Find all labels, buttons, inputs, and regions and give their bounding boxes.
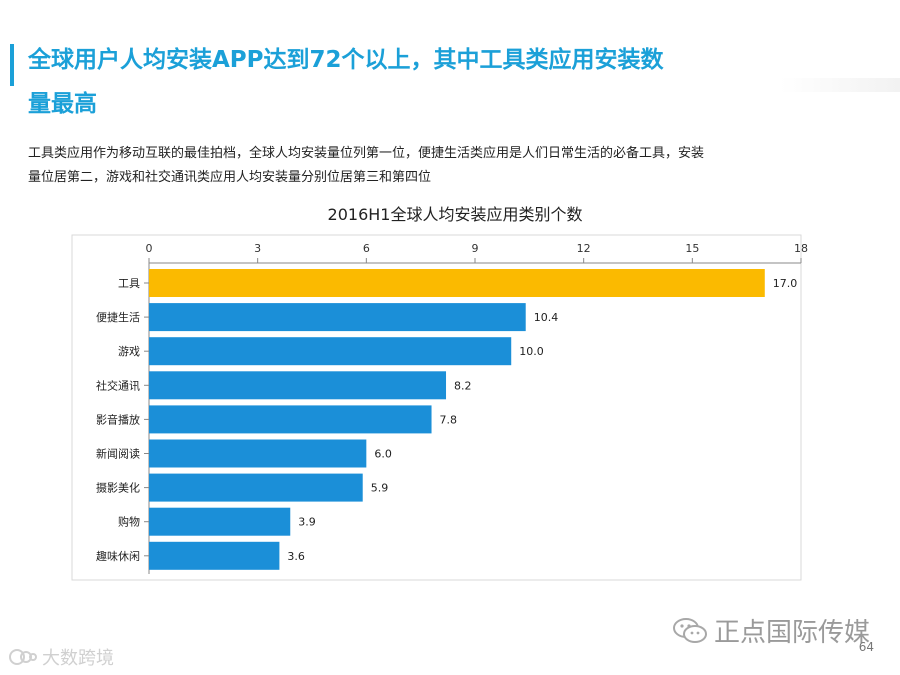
x-tick-label: 9 [472,242,479,255]
bar-chart: 2016H1全球人均安装应用类别个数 0 3 6 9 12 15 18 工具 17.0 便捷生活 10… [71,205,808,581]
bar [149,269,765,297]
bar [149,405,432,434]
category-label: 摄影美化 [96,481,140,495]
data-label: 10.4 [534,311,559,324]
data-label: 5.9 [371,482,389,495]
category-label: 购物 [118,515,140,529]
category-label: 游戏 [118,345,140,358]
data-label: 6.0 [374,448,392,461]
data-label: 8.2 [454,379,472,392]
data-label: 3.6 [287,550,305,563]
category-label: 影音播放 [96,412,140,426]
x-tick-label: 3 [254,242,261,255]
title-accent-bar [10,44,14,86]
category-label: 便捷生活 [96,310,140,324]
x-tick-label: 18 [794,242,808,255]
footer-brand: 正点国际传媒 [672,612,870,649]
chart-title: 2016H1全球人均安装应用类别个数 [328,205,583,224]
category-label: 社交通讯 [96,378,140,392]
page-number: 64 [858,640,874,654]
category-label: 趣味休闲 [96,549,140,563]
category-label: 工具 [118,277,140,290]
bar [149,337,512,366]
source-logo: 大数跨境 [8,644,114,670]
page-title: 全球用户人均安装APP达到72个以上，其中工具类应用安装数量最高 [28,47,664,117]
bar [149,473,363,502]
data-label: 10.0 [519,345,544,358]
wechat-icon [672,617,707,643]
chart-frame [71,234,802,581]
swirl-logo-icon [9,649,37,665]
data-label: 7.8 [440,413,458,426]
x-tick-label: 0 [146,242,153,255]
data-label: 3.9 [298,516,316,529]
category-label: 新闻阅读 [96,447,140,461]
footer-brand-name: 正点国际传媒 [713,618,870,648]
x-tick-label: 12 [577,242,591,255]
corner-decoration [780,78,900,92]
bar [149,303,526,332]
x-tick-label: 6 [363,242,370,255]
bar [149,371,447,400]
page-subtitle: 工具类应用作为移动互联的最佳拍档，全球人均安装量位列第一位，便捷生活类应用是人们… [28,146,705,185]
bar [149,541,280,570]
x-tick-label: 15 [685,242,699,255]
source-logo-text: 大数跨境 [42,648,114,669]
data-label: 17.0 [773,277,798,290]
bar [149,507,291,536]
bar [149,439,367,468]
